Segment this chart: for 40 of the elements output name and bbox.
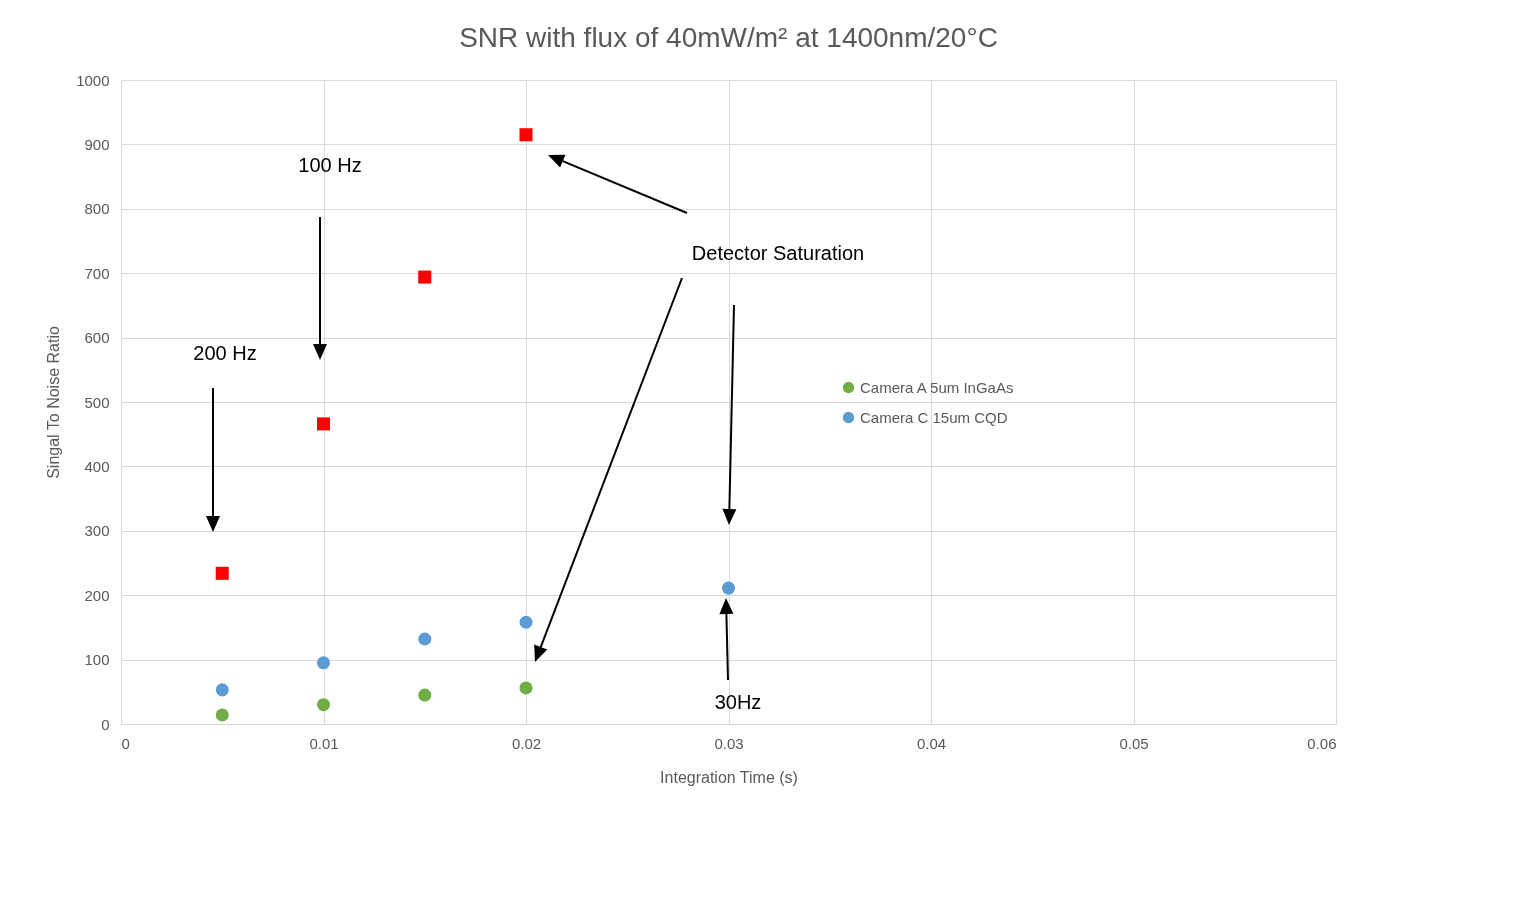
chart-title: SNR with flux of 40mW/m² at 1400nm/20°C: [459, 22, 998, 53]
x-axis-title: Integration Time (s): [660, 768, 798, 786]
point: [418, 270, 432, 284]
y-tick-label: 200: [84, 586, 110, 604]
point: [215, 683, 229, 697]
legend-label: Camera A 5um InGaAs: [860, 378, 1014, 396]
point: [418, 688, 432, 702]
y-tick-label: 1000: [76, 71, 110, 89]
y-tick-label: 400: [84, 457, 110, 475]
point: [316, 698, 331, 712]
y-tick-label: 500: [84, 393, 110, 411]
annotation: Detector Saturation: [691, 242, 865, 264]
point: [316, 417, 331, 431]
point: [418, 632, 432, 646]
point: [519, 681, 533, 695]
annotation: 30Hz: [714, 691, 762, 713]
point: [519, 615, 533, 629]
point: [721, 581, 736, 595]
y-tick-label: 800: [84, 200, 110, 218]
x-tick-label: 0.01: [309, 734, 339, 752]
y-tick-label: 700: [84, 264, 110, 282]
y-tick-label: 0: [101, 715, 110, 733]
point: [316, 656, 331, 670]
annotation: 200 Hz: [193, 342, 257, 364]
annotation: 100 Hz: [298, 154, 362, 176]
legend-label: Camera C 15um CQD: [860, 408, 1008, 426]
y-tick-label: 100: [84, 651, 110, 669]
y-axis-title: Singal To Noise Ratio: [45, 326, 63, 479]
point: [215, 566, 229, 580]
y-tick-label: 600: [84, 329, 110, 347]
x-tick-label: 0: [121, 734, 130, 752]
x-tick-label: 0.03: [714, 734, 744, 752]
x-tick-label: 0.02: [511, 734, 542, 752]
point: [215, 708, 229, 722]
y-tick-label: 300: [84, 522, 110, 540]
x-tick-label: 0.05: [1119, 734, 1149, 752]
x-tick-label: 0.04: [916, 734, 947, 752]
point: [519, 128, 533, 142]
x-tick-label: 0.06: [1307, 734, 1337, 752]
y-tick-label: 900: [84, 135, 110, 153]
